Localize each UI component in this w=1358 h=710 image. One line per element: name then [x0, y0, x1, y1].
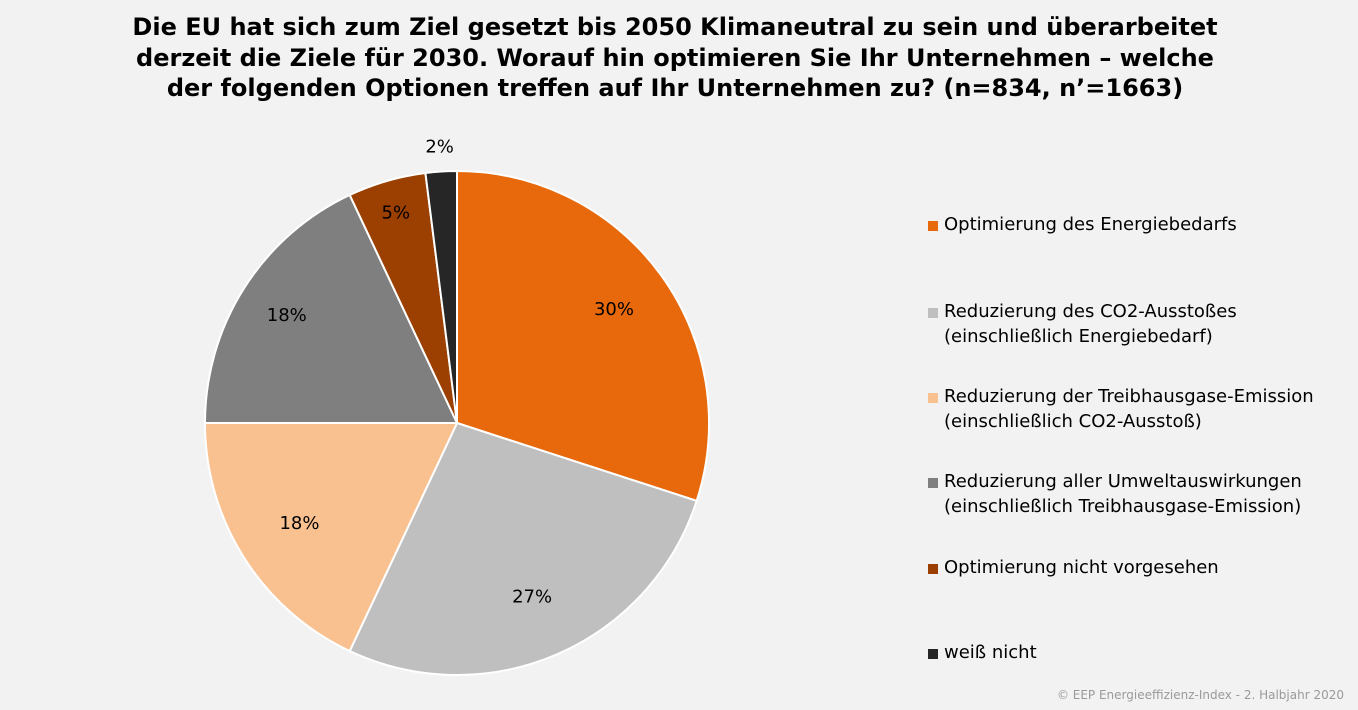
legend-item: Reduzierung des CO2-Ausstoßes (einschlie… [928, 299, 1348, 349]
legend-swatch [928, 649, 938, 659]
legend-label: Optimierung des Energiebedarfs [944, 214, 1237, 235]
pie-slice [203, 193, 459, 424]
pie-slice [456, 169, 711, 503]
legend-item: Reduzierung aller Umweltauswirkungen (ei… [928, 469, 1348, 519]
legend-item: Reduzierung der Treibhausgase-Emission (… [928, 384, 1348, 434]
pie-slice [348, 421, 698, 676]
legend-label: Reduzierung der Treibhausgase-Emission (… [944, 386, 1314, 432]
slice-value-label: 30% [594, 299, 634, 320]
slice-value-label: 18% [279, 513, 319, 534]
slice-value-label: 2% [425, 136, 454, 157]
legend-item: Optimierung nicht vorgesehen [928, 555, 1348, 580]
legend-swatch [928, 393, 938, 403]
legend-label: Reduzierung aller Umweltauswirkungen (ei… [944, 471, 1302, 517]
chart-title: Die EU hat sich zum Ziel gesetzt bis 205… [132, 13, 1218, 102]
legend-label: Reduzierung des CO2-Ausstoßes (einschlie… [944, 301, 1237, 347]
legend-swatch [928, 478, 938, 488]
legend-swatch [928, 221, 938, 231]
slice-value-label: 27% [512, 587, 552, 608]
slice-value-label: 5% [382, 203, 411, 224]
pie-slice [424, 169, 458, 424]
legend-swatch [928, 564, 938, 574]
legend-item: Optimierung des Energiebedarfs [928, 212, 1348, 237]
legend-item: weiß nicht [928, 640, 1348, 665]
legend-label: weiß nicht [944, 642, 1037, 663]
copyright-footer: © EEP Energieeffizienz-Index - 2. Halbja… [1056, 688, 1344, 702]
pie-slice [203, 422, 459, 653]
slice-value-label: 18% [267, 305, 307, 326]
legend-swatch [928, 308, 938, 318]
legend-label: Optimierung nicht vorgesehen [944, 557, 1219, 578]
